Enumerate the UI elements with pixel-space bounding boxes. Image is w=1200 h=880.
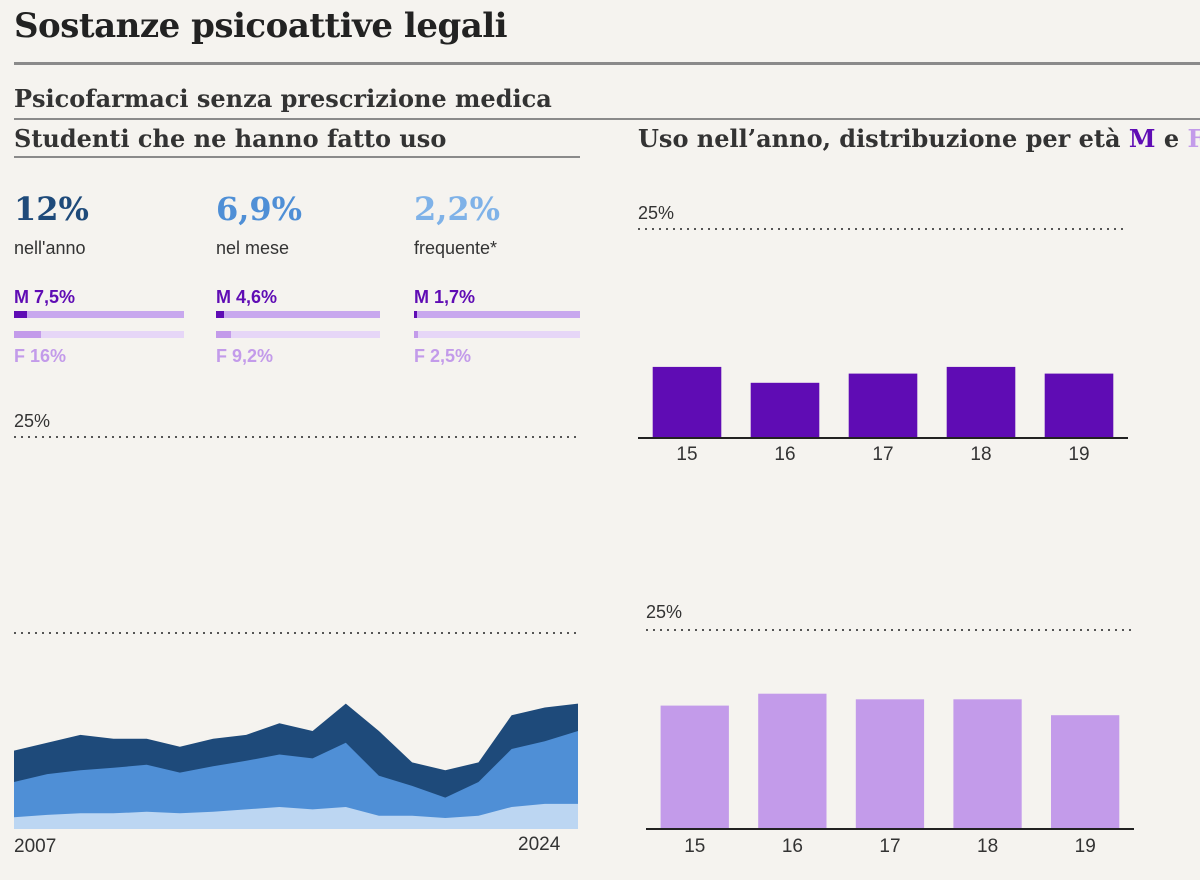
female-25-label: 25% [646,602,683,622]
male-tick-19: 19 [1068,444,1089,465]
stat-year-value: 12% [14,190,89,228]
male-bar-16 [750,382,820,438]
stat-frequent-label: frequente* [414,238,498,258]
female-bar-16 [758,693,827,829]
right-section-title: Uso nell’anno, distribuzione per età M e… [638,124,1200,153]
male-tick-18: 18 [970,444,991,465]
male-bar-18 [946,366,1016,438]
female-tick-18: 18 [977,836,998,857]
male-bar-19 [1044,373,1114,438]
page-title: Sostanze psicoattive legali [14,6,508,46]
area-chart [14,436,578,829]
stat-year-label: nell'anno [14,238,86,258]
area-series-2 [14,731,578,829]
stat-month-m-label: M 4,6% [216,287,278,307]
stat-month-label: nel mese [216,238,290,258]
stat-year-f-label: F 16% [14,346,67,366]
subtitle-rule [14,118,1200,120]
legend-m: M [1128,124,1156,153]
right-section-prefix: Uso nell’anno, distribuzione per età [638,124,1129,153]
stat-year-m-fill [14,311,27,318]
left-section-title: Studenti che ne hanno fatto uso [14,124,447,153]
area-series-3 [14,803,578,829]
male-bar-chart: 15 16 17 18 19 [638,228,1128,465]
stat-month-value: 6,9% [216,190,303,228]
stat-frequent-f-track [414,331,580,338]
stat-frequent-m-fill [414,311,417,318]
area-x-start-label: 2007 [14,836,57,857]
stat-frequent-value: 2,2% [414,190,501,228]
female-tick-17: 17 [879,836,900,857]
male-bar-17 [848,373,918,438]
stat-month-f-track [216,331,380,338]
title-rule [14,62,1200,65]
female-bar-18 [953,699,1022,829]
right-section-and: e [1155,124,1188,153]
stat-month-m-track [216,311,380,318]
female-bar-19 [1051,715,1120,829]
area-x-end-label: 2024 [518,834,561,855]
male-tick-17: 17 [872,444,893,465]
stat-month-f-fill [216,331,232,338]
area-25-label-top: 25% [14,411,51,431]
male-tick-16: 16 [774,444,795,465]
left-section-rule [14,156,580,158]
female-tick-15: 15 [684,836,705,857]
page-subtitle: Psicofarmaci senza prescrizione medica [14,84,552,113]
stat-year-m-label: M 7,5% [14,287,76,307]
male-bar-15 [652,366,722,438]
male-tick-15: 15 [676,444,697,465]
stat-year-f-fill [14,331,42,338]
legend-f: F [1187,124,1200,153]
stat-month-m-fill [216,311,224,318]
female-bar-17 [855,699,925,829]
stat-frequent-f-fill [414,331,419,338]
stat-frequent-m-label: M 1,7% [414,287,476,307]
stat-frequent-m-track [414,311,580,318]
stat-year-m-track [14,311,184,318]
stat-month-f-label: F 9,2% [216,346,274,366]
female-tick-16: 16 [782,836,803,857]
stat-frequent-f-label: F 2,5% [414,346,472,366]
female-tick-19: 19 [1075,836,1096,857]
male-25-label: 25% [638,203,675,223]
stat-year-f-track [14,331,184,338]
female-bar-15 [660,705,729,829]
female-bar-chart: 15 16 17 18 19 [646,629,1134,857]
